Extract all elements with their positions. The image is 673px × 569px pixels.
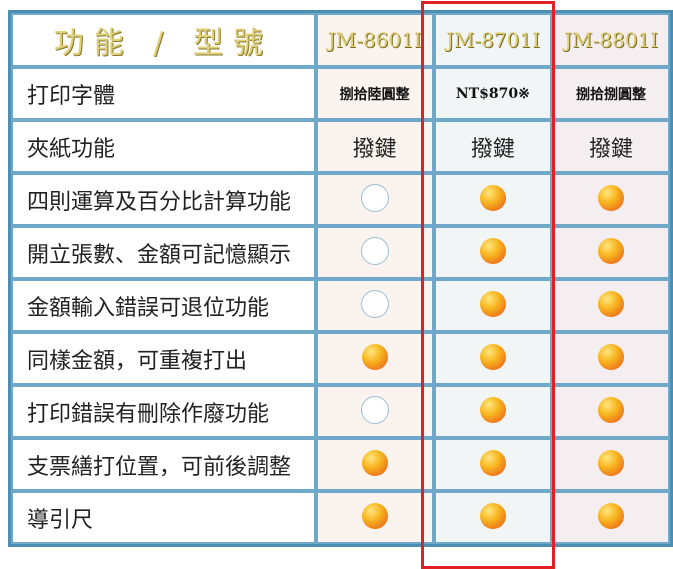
feature-label: 導引尺 [11, 491, 316, 544]
feature-cell [552, 226, 670, 279]
filled-circle-icon [479, 184, 506, 211]
feature-cell [315, 279, 434, 332]
feature-cell [315, 491, 434, 544]
filled-circle-icon [479, 290, 506, 317]
table-row: 打印錯誤有刪除作廢功能 [11, 385, 670, 438]
table-row: 夾紙功能 撥鍵 撥鍵 撥鍵 [11, 120, 670, 173]
feature-cell [315, 173, 434, 226]
filled-circle-icon [598, 290, 625, 317]
header-label: 功能 / 型號 [11, 13, 316, 67]
table-row: 同樣金額，可重複打出 [11, 332, 670, 385]
feature-cell [315, 438, 434, 491]
filled-circle-icon [479, 396, 506, 423]
feature-label: 打印字體 [11, 67, 316, 120]
filled-circle-icon [598, 184, 625, 211]
empty-circle-icon [360, 395, 389, 424]
table-row: 開立張數、金額可記憶顯示 [11, 226, 670, 279]
table-row: 打印字體 捌拾陸圓整 NT$870※ 捌拾捌圓整 [11, 67, 670, 120]
model-header: JM-8701I [433, 13, 553, 67]
feature-cell [433, 491, 553, 544]
table-row: 導引尺 [11, 491, 670, 544]
empty-circle-icon [360, 289, 389, 318]
feature-label: 金額輸入錯誤可退位功能 [11, 279, 316, 332]
feature-cell: 捌拾捌圓整 [552, 67, 670, 120]
empty-circle-icon [360, 236, 389, 265]
feature-cell [315, 226, 434, 279]
feature-cell: NT$870※ [433, 67, 553, 120]
header-row: 功能 / 型號 JM-8601I JM-8701I JM-8801I [11, 13, 670, 67]
feature-label: 打印錯誤有刪除作廢功能 [11, 385, 316, 438]
feature-cell: 撥鍵 [433, 120, 553, 173]
feature-label: 同樣金額，可重複打出 [11, 332, 316, 385]
feature-cell [315, 332, 434, 385]
filled-circle-icon [361, 502, 388, 529]
feature-cell [552, 173, 670, 226]
feature-cell: 撥鍵 [552, 120, 670, 173]
filled-circle-icon [598, 396, 625, 423]
filled-circle-icon [479, 502, 506, 529]
empty-circle-icon [360, 183, 389, 212]
feature-cell [433, 438, 553, 491]
filled-circle-icon [598, 237, 625, 264]
table-row: 金額輸入錯誤可退位功能 [11, 279, 670, 332]
feature-cell: 撥鍵 [315, 120, 434, 173]
feature-cell [433, 385, 553, 438]
feature-comparison-table: 功能 / 型號 JM-8601I JM-8701I JM-8801I 打印字體捌… [8, 10, 673, 547]
table-row: 四則運算及百分比計算功能 [11, 173, 670, 226]
filled-circle-icon [598, 343, 625, 370]
table-row: 支票繕打位置，可前後調整 [11, 438, 670, 491]
highlight-box [421, 1, 555, 569]
feature-label: 夾紙功能 [11, 120, 316, 173]
filled-circle-icon [598, 449, 625, 476]
feature-label: 開立張數、金額可記憶顯示 [11, 226, 316, 279]
filled-circle-icon [598, 502, 625, 529]
filled-circle-icon [361, 343, 388, 370]
feature-cell [433, 279, 553, 332]
feature-label: 支票繕打位置，可前後調整 [11, 438, 316, 491]
feature-cell [552, 438, 670, 491]
feature-cell [552, 385, 670, 438]
feature-cell [433, 173, 553, 226]
model-header: JM-8801I [552, 13, 670, 67]
feature-cell [552, 332, 670, 385]
feature-label: 四則運算及百分比計算功能 [11, 173, 316, 226]
model-header: JM-8601I [315, 13, 434, 67]
feature-cell [552, 491, 670, 544]
filled-circle-icon [479, 449, 506, 476]
filled-circle-icon [479, 237, 506, 264]
feature-cell [552, 279, 670, 332]
filled-circle-icon [361, 449, 388, 476]
feature-cell: 捌拾陸圓整 [315, 67, 434, 120]
feature-cell [433, 332, 553, 385]
feature-cell [315, 385, 434, 438]
feature-cell [433, 226, 553, 279]
filled-circle-icon [479, 343, 506, 370]
